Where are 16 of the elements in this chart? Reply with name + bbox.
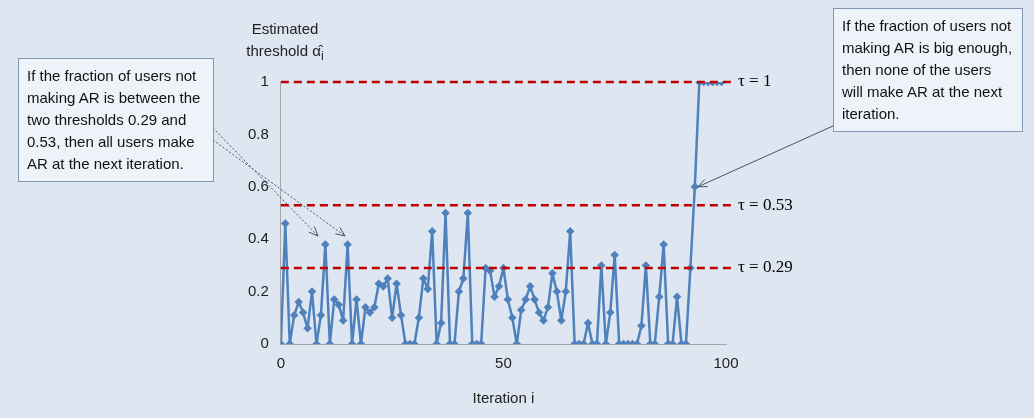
y-tick-label: 0.6	[247, 176, 269, 194]
text: If the fraction of users not making AR is between the two thresholds 0.29 and 0.53, then all users make AR at the next iteration.	[18, 58, 214, 182]
x-tick-label: 0	[276, 354, 286, 372]
x-tick-label: 50	[495, 354, 512, 372]
ref-line-label: τ = 0.29	[738, 257, 793, 277]
y-tick-label: 0.4	[247, 229, 269, 247]
y-tick-label: 1	[260, 72, 269, 90]
y-tick-label: 0	[260, 334, 269, 352]
x-axis-title: Iteration i	[472, 389, 535, 407]
ref-line-label: τ = 0.53	[738, 194, 793, 214]
ref-line-label: τ = 1	[738, 71, 772, 91]
y-axis-title: Estimated threshold α̂$_{i}$	[245, 19, 325, 65]
y-tick-label: 0.8	[247, 124, 269, 142]
x-tick-label: 100	[713, 354, 739, 372]
y-tick-label: 0.2	[247, 281, 269, 299]
annotation: If the fraction of users not making AR is big enough, then none of the users will make AR at the next iteration.	[833, 8, 1023, 132]
